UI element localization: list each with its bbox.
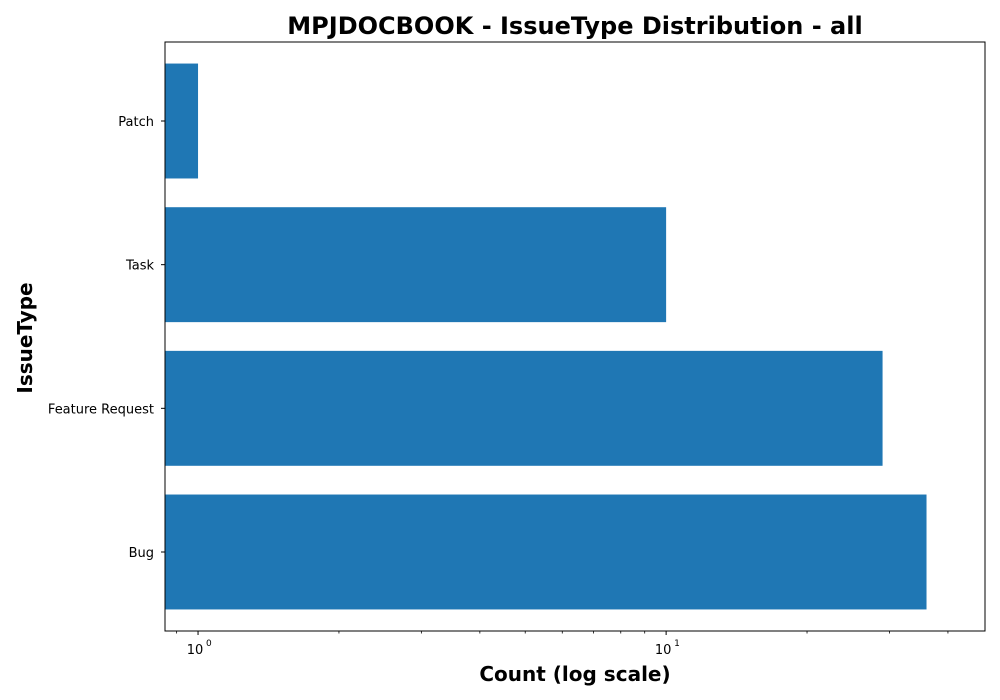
chart-title: MPJDOCBOOK - IssueType Distribution - al… <box>287 12 862 40</box>
y-tick-label: Patch <box>118 115 154 130</box>
y-axis-label: IssueType <box>13 282 37 393</box>
y-tick-label: Feature Request <box>48 402 154 417</box>
y-tick-label: Task <box>125 259 155 274</box>
bar-feature-request <box>165 350 883 466</box>
bar-bug <box>165 494 927 610</box>
y-tick-label: Bug <box>129 546 154 561</box>
bar-task <box>165 207 667 323</box>
y-axis-ticks: Patch Task Feature Request Bug <box>48 115 165 561</box>
x-tick-label: 10 <box>187 643 204 658</box>
x-tick-label: 10 <box>655 643 672 658</box>
bar-patch <box>165 63 199 179</box>
x-axis-ticks: 10 0 10 1 <box>176 631 949 658</box>
bars-layer <box>165 63 927 610</box>
x-axis-label: Count (log scale) <box>479 662 670 686</box>
x-tick-exponent: 0 <box>206 639 212 649</box>
plot-frame <box>164 41 986 632</box>
x-tick-exponent: 1 <box>674 639 680 649</box>
